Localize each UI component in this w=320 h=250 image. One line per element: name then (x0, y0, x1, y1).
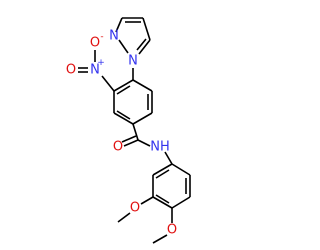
atom-label: N (128, 54, 138, 69)
atom-label: N (109, 29, 119, 44)
atom-label: O (66, 63, 76, 78)
molecule-diagram: N N N + O - O O NH O O (66, 17, 191, 244)
atom-charge: + (97, 58, 105, 68)
atom-label: O (167, 223, 177, 238)
atom-labels: N N N + O - O O NH O O (66, 29, 177, 238)
atom-label: O (90, 36, 100, 51)
bonds (78, 17, 191, 244)
atom-label: NH (150, 140, 170, 155)
atom-charge: - (100, 32, 103, 42)
atom-label: N (90, 63, 100, 78)
atom-label: O (130, 201, 140, 216)
atom-label: O (113, 140, 123, 155)
